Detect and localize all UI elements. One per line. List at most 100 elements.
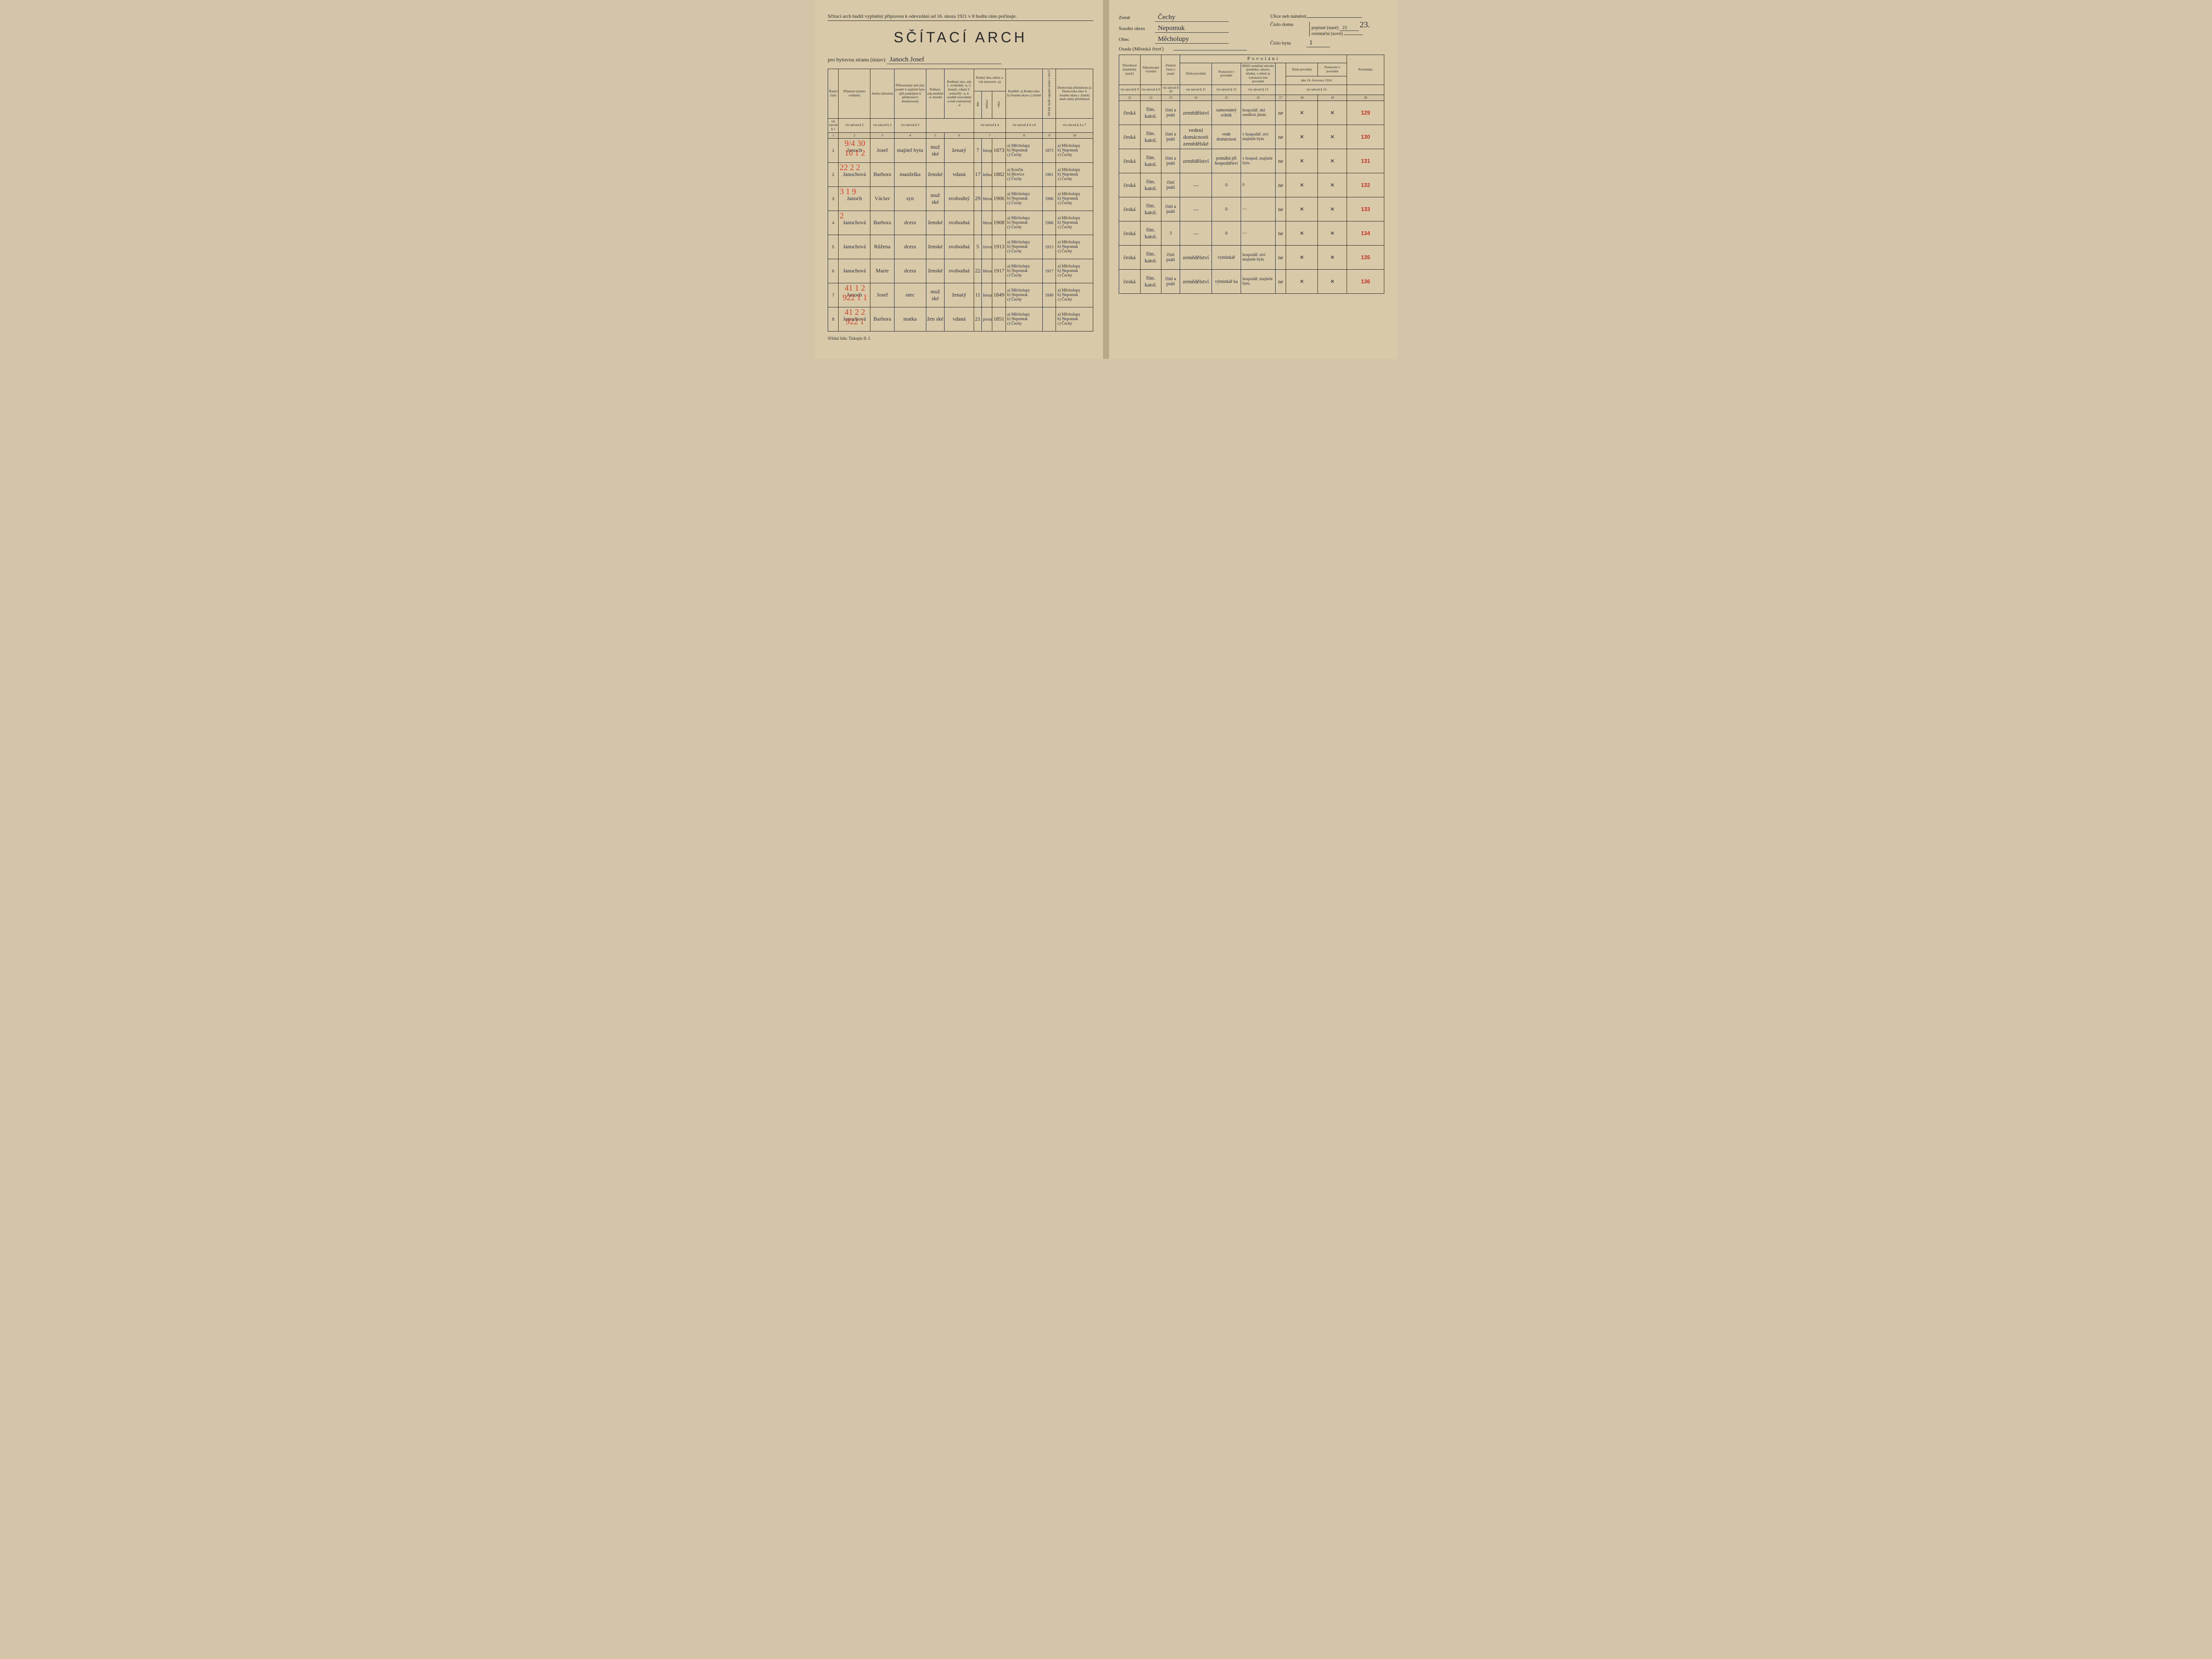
zeme-lbl: Země [1119, 15, 1155, 20]
nav-6: viz návod § 4 [974, 118, 1005, 132]
table-row: českářím. katol.3—0—ne✕✕134 [1119, 221, 1384, 246]
zeme-val: Čechy [1155, 14, 1229, 22]
cn-5: 5 [926, 132, 945, 138]
right-tbody: českářím. katol.čísti a psátizemědělství… [1119, 101, 1384, 294]
subtitle-value: Janoch Josef [887, 56, 1001, 64]
h-c16: Bližší označení závodu (podniku, ústavu,… [1241, 63, 1276, 85]
nav-r2: viz návod § 9 [1140, 85, 1161, 95]
nav-r6: viz návod § 13 [1241, 85, 1276, 95]
table-row: českářím. katol.čísti a psáti—0—ne✕✕133 [1119, 197, 1384, 221]
h-c15: Postavení v povolání [1212, 63, 1241, 85]
nav-r4: viz návod § 11 [1180, 85, 1212, 95]
nav-7: viz návod § 4 a 8 [1005, 118, 1043, 132]
table-row: českářím. katol.čísti psáti—00ne✕✕132 [1119, 173, 1384, 197]
instruction-line: Sčítací arch budiž vyplněný připraven k … [828, 14, 1093, 21]
cn-12: 12 [1140, 95, 1161, 101]
h-c14: Druh povolání [1180, 63, 1212, 85]
obec-lbl: Obec [1119, 37, 1155, 42]
osada-lbl: Osada (Městská čtvrť) [1119, 46, 1173, 52]
nav-1: viz návod § 1 [828, 118, 839, 132]
orient-lbl: orientační (nové) [1312, 31, 1343, 36]
h-c1: Řadové číslo [828, 69, 839, 119]
byt-lbl: Číslo bytu [1270, 40, 1307, 46]
table-row: českářím. katol.čísti psátizemědělstvívý… [1119, 246, 1384, 270]
h-c11: Národnost (mateřský jazyk) [1119, 55, 1141, 85]
h-c20: Poznámka [1347, 55, 1384, 85]
ulice-val [1307, 17, 1362, 18]
nav-r7 [1275, 85, 1286, 95]
h-c7: Rodný den, měsíc a rok (narozen -a) [974, 69, 1005, 91]
nav-8 [1043, 118, 1056, 132]
cn-9: 9 [1043, 132, 1056, 138]
nav-r9 [1347, 85, 1384, 95]
cn-1: 1 [828, 132, 839, 138]
nav-r8: viz návod § 14 [1286, 85, 1347, 95]
cn-6: 6 [945, 132, 974, 138]
h-c3: Jméno (křestní) [870, 69, 894, 119]
left-table: Řadové číslo Příjmení (jméno rodinné) Jm… [828, 69, 1093, 332]
subtitle-prefix: pro bytovou stranu (ústav) [828, 56, 885, 63]
cn-10: 10 [1056, 132, 1093, 138]
table-row: 8Janochová41 2 2 922 1Barboramatkažen sk… [828, 307, 1093, 331]
table-row: českářím. katol.čísti a psátizemědělství… [1119, 149, 1384, 173]
h-c7b: měsíce [982, 91, 992, 119]
table-row: 7Janoch41 1 2 922 1 1Josefotecmuž skéžen… [828, 283, 1093, 307]
h-c18: Druh povolání [1286, 63, 1318, 76]
h-c6: Rodinný stav, zda 1. svobodný -á, 2. žen… [945, 69, 974, 119]
cn-17: 17 [1275, 95, 1286, 101]
okres-lbl: Soudní okres [1119, 26, 1155, 31]
cislo-domu-lbl: Číslo domu [1270, 22, 1307, 27]
nav-2: viz návod § 2 [839, 118, 870, 132]
cn-19: 19 [1318, 95, 1347, 101]
h-c12: Náboženské vyznání [1140, 55, 1161, 85]
cn-11: 11 [1119, 95, 1141, 101]
h-c19: Postavení v povolání [1318, 63, 1347, 76]
table-row: 2Janochová22 2 2Barboramanželkaženskévda… [828, 162, 1093, 186]
h-c7c: roku [992, 91, 1005, 119]
h-c17 [1275, 63, 1286, 85]
h-c5: Pohlaví, zda mužské -é, ženské [926, 69, 945, 119]
right-table: Národnost (mateřský jazyk) Náboženské vy… [1119, 55, 1384, 294]
h-1914: dne 16. července 1914 [1286, 76, 1347, 85]
census-sheet: Sčítací arch budiž vyplněný připraven k … [815, 0, 1397, 359]
cn-15: 15 [1212, 95, 1241, 101]
popisne-val: 23 [1340, 25, 1359, 31]
cn-13: 13 [1161, 95, 1180, 101]
byt-val: 1 [1307, 39, 1330, 47]
ulice-lbl: Ulice neb náměstí [1270, 14, 1307, 19]
okres-val: Nepomuk [1155, 25, 1229, 33]
cn-16: 16 [1241, 95, 1276, 101]
right-header-block: ZeměČechy Soudní okresNepomuk ObecMěchol… [1119, 14, 1384, 55]
h-povolani: Povolání [1180, 55, 1347, 63]
left-page: Sčítací arch budiž vyplněný připraven k … [815, 9, 1106, 350]
cn-20: 20 [1347, 95, 1384, 101]
subtitle: pro bytovou stranu (ústav) Janoch Josef [828, 56, 1093, 64]
h-c13: Znalost čtení a psaní [1161, 55, 1180, 85]
cn-2: 2 [839, 132, 870, 138]
nav-9: viz návod § 4 a 7 [1056, 118, 1093, 132]
nav-4a: viz návod § 3 [894, 118, 926, 132]
table-row: českářím. katol.čísti a psátivedení domá… [1119, 125, 1384, 149]
cn-8: 8 [1005, 132, 1043, 138]
footer-left: Sčítání lidu: Tiskopis II. č. [828, 336, 1093, 341]
cn-7: 7 [974, 132, 1005, 138]
popisne-lbl: popisné (staré) [1312, 25, 1338, 30]
left-tbody: 1Janoch9/4 30 10 1 2Josefmajitel bytumuž… [828, 138, 1093, 331]
h-c9: Od kdy bydlí zapsaná osoba v obci? [1043, 69, 1056, 119]
main-title: SČÍTACÍ ARCH [828, 29, 1093, 46]
cn-3: 3 [870, 132, 894, 138]
nav-3: viz návod § 3 [870, 118, 894, 132]
popisne-hand: 23. [1360, 20, 1370, 29]
h-c4: Příbuzenský neb jiný poměr k majiteli by… [894, 69, 926, 119]
nav-r1: viz návod § 9 [1119, 85, 1141, 95]
cn-18: 18 [1286, 95, 1318, 101]
h-c10: Domovská příslušnost (a Domovská obec b … [1056, 69, 1093, 119]
h-c7a: dne [974, 91, 981, 119]
nav-r3: viz návod § 10 [1161, 85, 1180, 95]
table-row: 6JanochováMariedceraženskésvobodná22břez… [828, 259, 1093, 283]
left-thead: Řadové číslo Příjmení (jméno rodinné) Jm… [828, 69, 1093, 139]
h-c2: Příjmení (jméno rodinné) [839, 69, 870, 119]
table-row: českářím. katol.čísti a psátizemědělství… [1119, 270, 1384, 294]
obec-val: Měcholupy [1155, 35, 1229, 44]
nav-r5: viz návod § 12 [1212, 85, 1241, 95]
